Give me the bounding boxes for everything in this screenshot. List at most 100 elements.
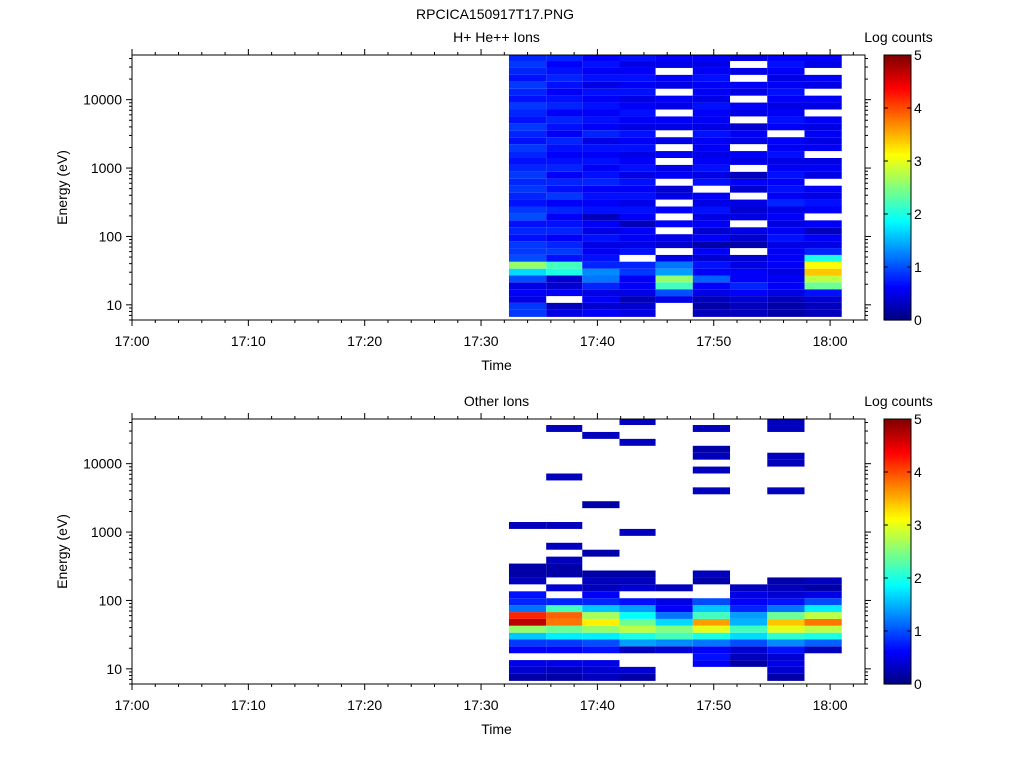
- heatmap-cell: [508, 254, 547, 262]
- heatmap-cell: [655, 254, 693, 262]
- heatmap-cell: [767, 309, 805, 317]
- colorbar-segment: [884, 670, 911, 674]
- heatmap-cell: [767, 254, 805, 262]
- heatmap-cell: [804, 206, 842, 214]
- heatmap-cell: [582, 584, 620, 592]
- heatmap-cell: [619, 438, 656, 446]
- heatmap-cell: [767, 213, 805, 221]
- heatmap-cell: [655, 261, 693, 269]
- heatmap-cell: [582, 137, 620, 145]
- colorbar-segment: [884, 430, 911, 433]
- colorbar-segment: [884, 169, 911, 173]
- heatmap-cell: [582, 227, 620, 235]
- heatmap-cell: [582, 632, 620, 640]
- heatmap-cell: [546, 137, 583, 145]
- heatmap-cell: [546, 309, 583, 317]
- colorbar-segment: [884, 255, 911, 259]
- colorbar-segment: [884, 209, 911, 213]
- heatmap-cell: [692, 598, 731, 606]
- heatmap-cell: [508, 605, 547, 613]
- heatmap-cell: [655, 61, 693, 68]
- heatmap-cell: [508, 289, 547, 297]
- heatmap-cell: [730, 625, 768, 633]
- heatmap-cell: [508, 570, 547, 578]
- heatmap-cell: [508, 309, 547, 317]
- heatmap-cell: [508, 275, 547, 283]
- heatmap-cell: [546, 178, 583, 186]
- colorbar-segment: [884, 123, 911, 127]
- heatmap-cell: [582, 501, 620, 509]
- colorbar-segment: [884, 571, 911, 575]
- colorbar: 0 1 2 3 4 5 Log counts: [864, 393, 933, 692]
- colorbar-segment: [884, 121, 911, 125]
- heatmap-cell: [546, 612, 583, 619]
- colorbar-segment: [884, 205, 911, 208]
- heatmap-cell: [546, 605, 583, 613]
- heatmap-cell: [546, 542, 583, 550]
- colorbar-segment: [884, 427, 911, 431]
- heatmap-cell: [804, 639, 842, 647]
- colorbar-segment: [884, 661, 911, 665]
- heatmap-cell: [508, 109, 547, 117]
- colorbar-segment: [884, 438, 911, 442]
- heatmap-cell: [619, 220, 656, 228]
- heatmap-cell: [508, 227, 547, 235]
- colorbar-segment: [884, 103, 911, 107]
- heatmap-cell: [546, 556, 583, 564]
- heatmap-cell: [767, 666, 805, 674]
- heatmap-cell: [767, 584, 805, 592]
- colorbar-segment: [884, 185, 911, 189]
- heatmap-cell: [692, 261, 731, 269]
- colorbar-segment: [884, 611, 911, 614]
- heatmap-cell: [508, 213, 547, 221]
- colorbar-segment: [884, 595, 911, 599]
- heatmap-cell: [582, 673, 620, 681]
- heatmap-cell: [546, 234, 583, 242]
- heatmap-cell: [619, 213, 656, 221]
- colorbar-tick-label: 5: [914, 411, 922, 427]
- heatmap-cell: [692, 452, 731, 460]
- heatmap-cell: [546, 570, 583, 578]
- heatmap-cell: [546, 213, 583, 221]
- colorbar-segment: [884, 63, 911, 67]
- colorbar-segment: [884, 584, 911, 588]
- x-tick-label: 17:50: [696, 697, 731, 713]
- colorbar-tick-label: 0: [914, 676, 922, 692]
- colorbar-segment: [884, 240, 911, 244]
- heatmap-cell: [582, 598, 620, 606]
- heatmap-cell: [546, 563, 583, 571]
- colorbar-segment: [884, 132, 911, 136]
- heatmap-cell: [767, 632, 805, 640]
- colorbar-segment: [884, 187, 911, 191]
- heatmap-cell: [508, 95, 547, 103]
- heatmap-cell: [692, 241, 731, 249]
- colorbar-segment: [884, 286, 911, 290]
- heatmap-cell: [655, 289, 693, 297]
- colorbar-segment: [884, 487, 911, 491]
- heatmap-cell: [508, 171, 547, 179]
- heatmap-cell: [619, 605, 656, 613]
- colorbar-segment: [884, 273, 911, 277]
- heatmap-cell: [804, 130, 842, 138]
- heatmap-cell: [767, 164, 805, 172]
- heatmap-cell: [767, 61, 805, 68]
- heatmap-cell: [692, 109, 731, 117]
- colorbar-segment: [884, 297, 911, 301]
- colorbar-segment: [884, 527, 911, 531]
- colorbar-segment: [884, 436, 911, 440]
- heatmap-cell: [692, 227, 731, 235]
- colorbar-segment: [884, 306, 911, 310]
- colorbar-segment: [884, 200, 911, 204]
- heatmap-cells: [508, 55, 842, 317]
- heatmap-cell: [582, 109, 620, 117]
- colorbar-segment: [884, 622, 911, 625]
- heatmap-cell: [655, 584, 693, 592]
- heatmap-cell: [730, 289, 768, 297]
- heatmap-cell: [730, 261, 768, 269]
- colorbar-segment: [884, 220, 911, 224]
- colorbar-segment: [884, 617, 911, 621]
- heatmap-cell: [508, 618, 547, 626]
- heatmap-cell: [619, 419, 656, 426]
- heatmap-cell: [655, 81, 693, 89]
- heatmap-cell: [619, 261, 656, 269]
